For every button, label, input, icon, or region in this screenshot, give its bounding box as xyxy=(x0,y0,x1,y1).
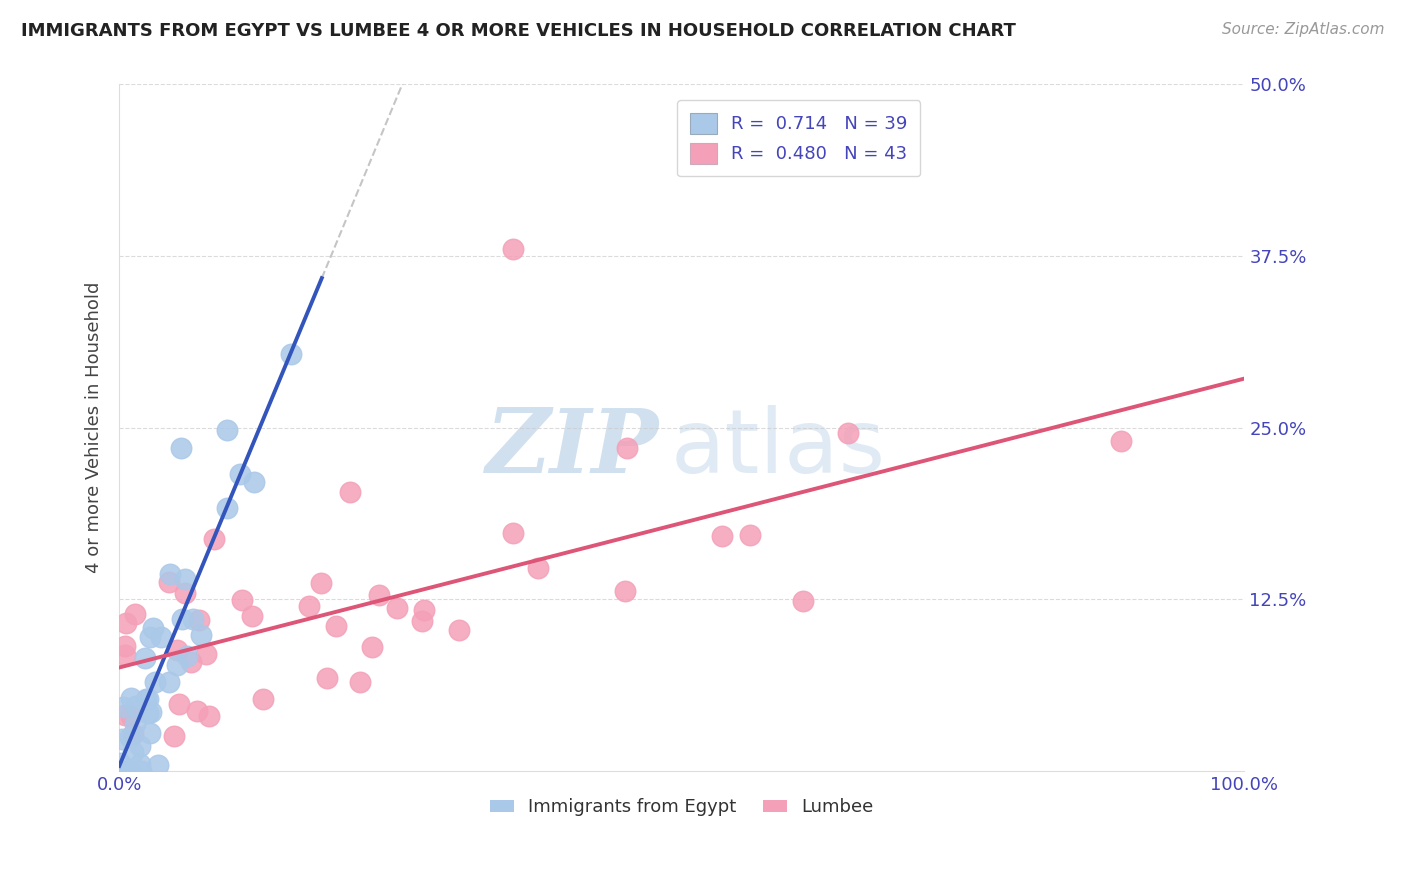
Point xyxy=(1109,434,1132,449)
Point xyxy=(190,628,212,642)
Point xyxy=(120,731,142,745)
Point xyxy=(121,708,143,723)
Point xyxy=(114,707,136,722)
Text: Source: ZipAtlas.com: Source: ZipAtlas.com xyxy=(1222,22,1385,37)
Point xyxy=(122,745,145,759)
Point xyxy=(146,758,169,772)
Point xyxy=(502,242,524,256)
Point xyxy=(129,764,152,778)
Point xyxy=(231,592,253,607)
Point xyxy=(176,648,198,663)
Point xyxy=(114,764,136,778)
Point xyxy=(616,441,638,455)
Point xyxy=(174,585,197,599)
Point xyxy=(252,691,274,706)
Point xyxy=(124,717,146,731)
Point xyxy=(217,500,239,515)
Point xyxy=(166,643,188,657)
Point xyxy=(110,756,132,770)
Point xyxy=(163,729,186,743)
Point xyxy=(170,441,193,455)
Point xyxy=(187,613,209,627)
Text: IMMIGRANTS FROM EGYPT VS LUMBEE 4 OR MORE VEHICLES IN HOUSEHOLD CORRELATION CHAR: IMMIGRANTS FROM EGYPT VS LUMBEE 4 OR MOR… xyxy=(21,22,1017,40)
Point xyxy=(111,699,134,714)
Point xyxy=(139,630,162,644)
Point xyxy=(527,561,550,575)
Point xyxy=(167,697,190,711)
Point xyxy=(170,612,193,626)
Point xyxy=(166,658,188,673)
Point xyxy=(349,674,371,689)
Point xyxy=(111,732,134,747)
Point xyxy=(149,630,172,644)
Point xyxy=(125,698,148,713)
Point xyxy=(157,575,180,590)
Point xyxy=(159,567,181,582)
Point xyxy=(180,655,202,669)
Point xyxy=(243,475,266,490)
Point xyxy=(325,619,347,633)
Point xyxy=(115,615,138,630)
Point xyxy=(136,692,159,706)
Point xyxy=(138,706,160,721)
Y-axis label: 4 or more Vehicles in Household: 4 or more Vehicles in Household xyxy=(86,282,103,574)
Point xyxy=(412,603,434,617)
Point xyxy=(316,671,339,685)
Point xyxy=(229,467,252,481)
Point xyxy=(143,675,166,690)
Point xyxy=(139,706,162,720)
Point xyxy=(298,599,321,613)
Point xyxy=(138,725,160,739)
Point xyxy=(614,584,637,599)
Point xyxy=(502,526,524,541)
Point xyxy=(217,423,239,437)
Point xyxy=(360,640,382,655)
Point xyxy=(339,485,361,500)
Point xyxy=(157,675,180,690)
Point xyxy=(194,647,217,661)
Point xyxy=(120,691,142,706)
Text: atlas: atlas xyxy=(671,405,886,491)
Point xyxy=(186,705,208,719)
Point xyxy=(129,739,152,754)
Point xyxy=(122,727,145,741)
Point xyxy=(202,533,225,547)
Point xyxy=(128,756,150,771)
Point xyxy=(142,621,165,635)
Point xyxy=(198,709,221,723)
Point xyxy=(240,609,263,624)
Point xyxy=(124,607,146,622)
Point xyxy=(837,425,859,440)
Point xyxy=(174,572,197,586)
Point xyxy=(114,639,136,653)
Point xyxy=(447,623,470,637)
Point xyxy=(387,600,409,615)
Point xyxy=(711,529,734,543)
Text: ZIP: ZIP xyxy=(486,405,659,491)
Point xyxy=(738,528,761,542)
Point xyxy=(280,347,302,361)
Point xyxy=(118,764,141,778)
Point xyxy=(792,594,814,608)
Point xyxy=(367,588,389,602)
Point xyxy=(135,691,157,706)
Point xyxy=(181,612,204,626)
Point xyxy=(309,576,332,591)
Point xyxy=(134,651,156,665)
Point xyxy=(411,614,433,628)
Point xyxy=(114,648,136,663)
Legend: Immigrants from Egypt, Lumbee: Immigrants from Egypt, Lumbee xyxy=(482,791,880,823)
Point xyxy=(111,764,134,778)
